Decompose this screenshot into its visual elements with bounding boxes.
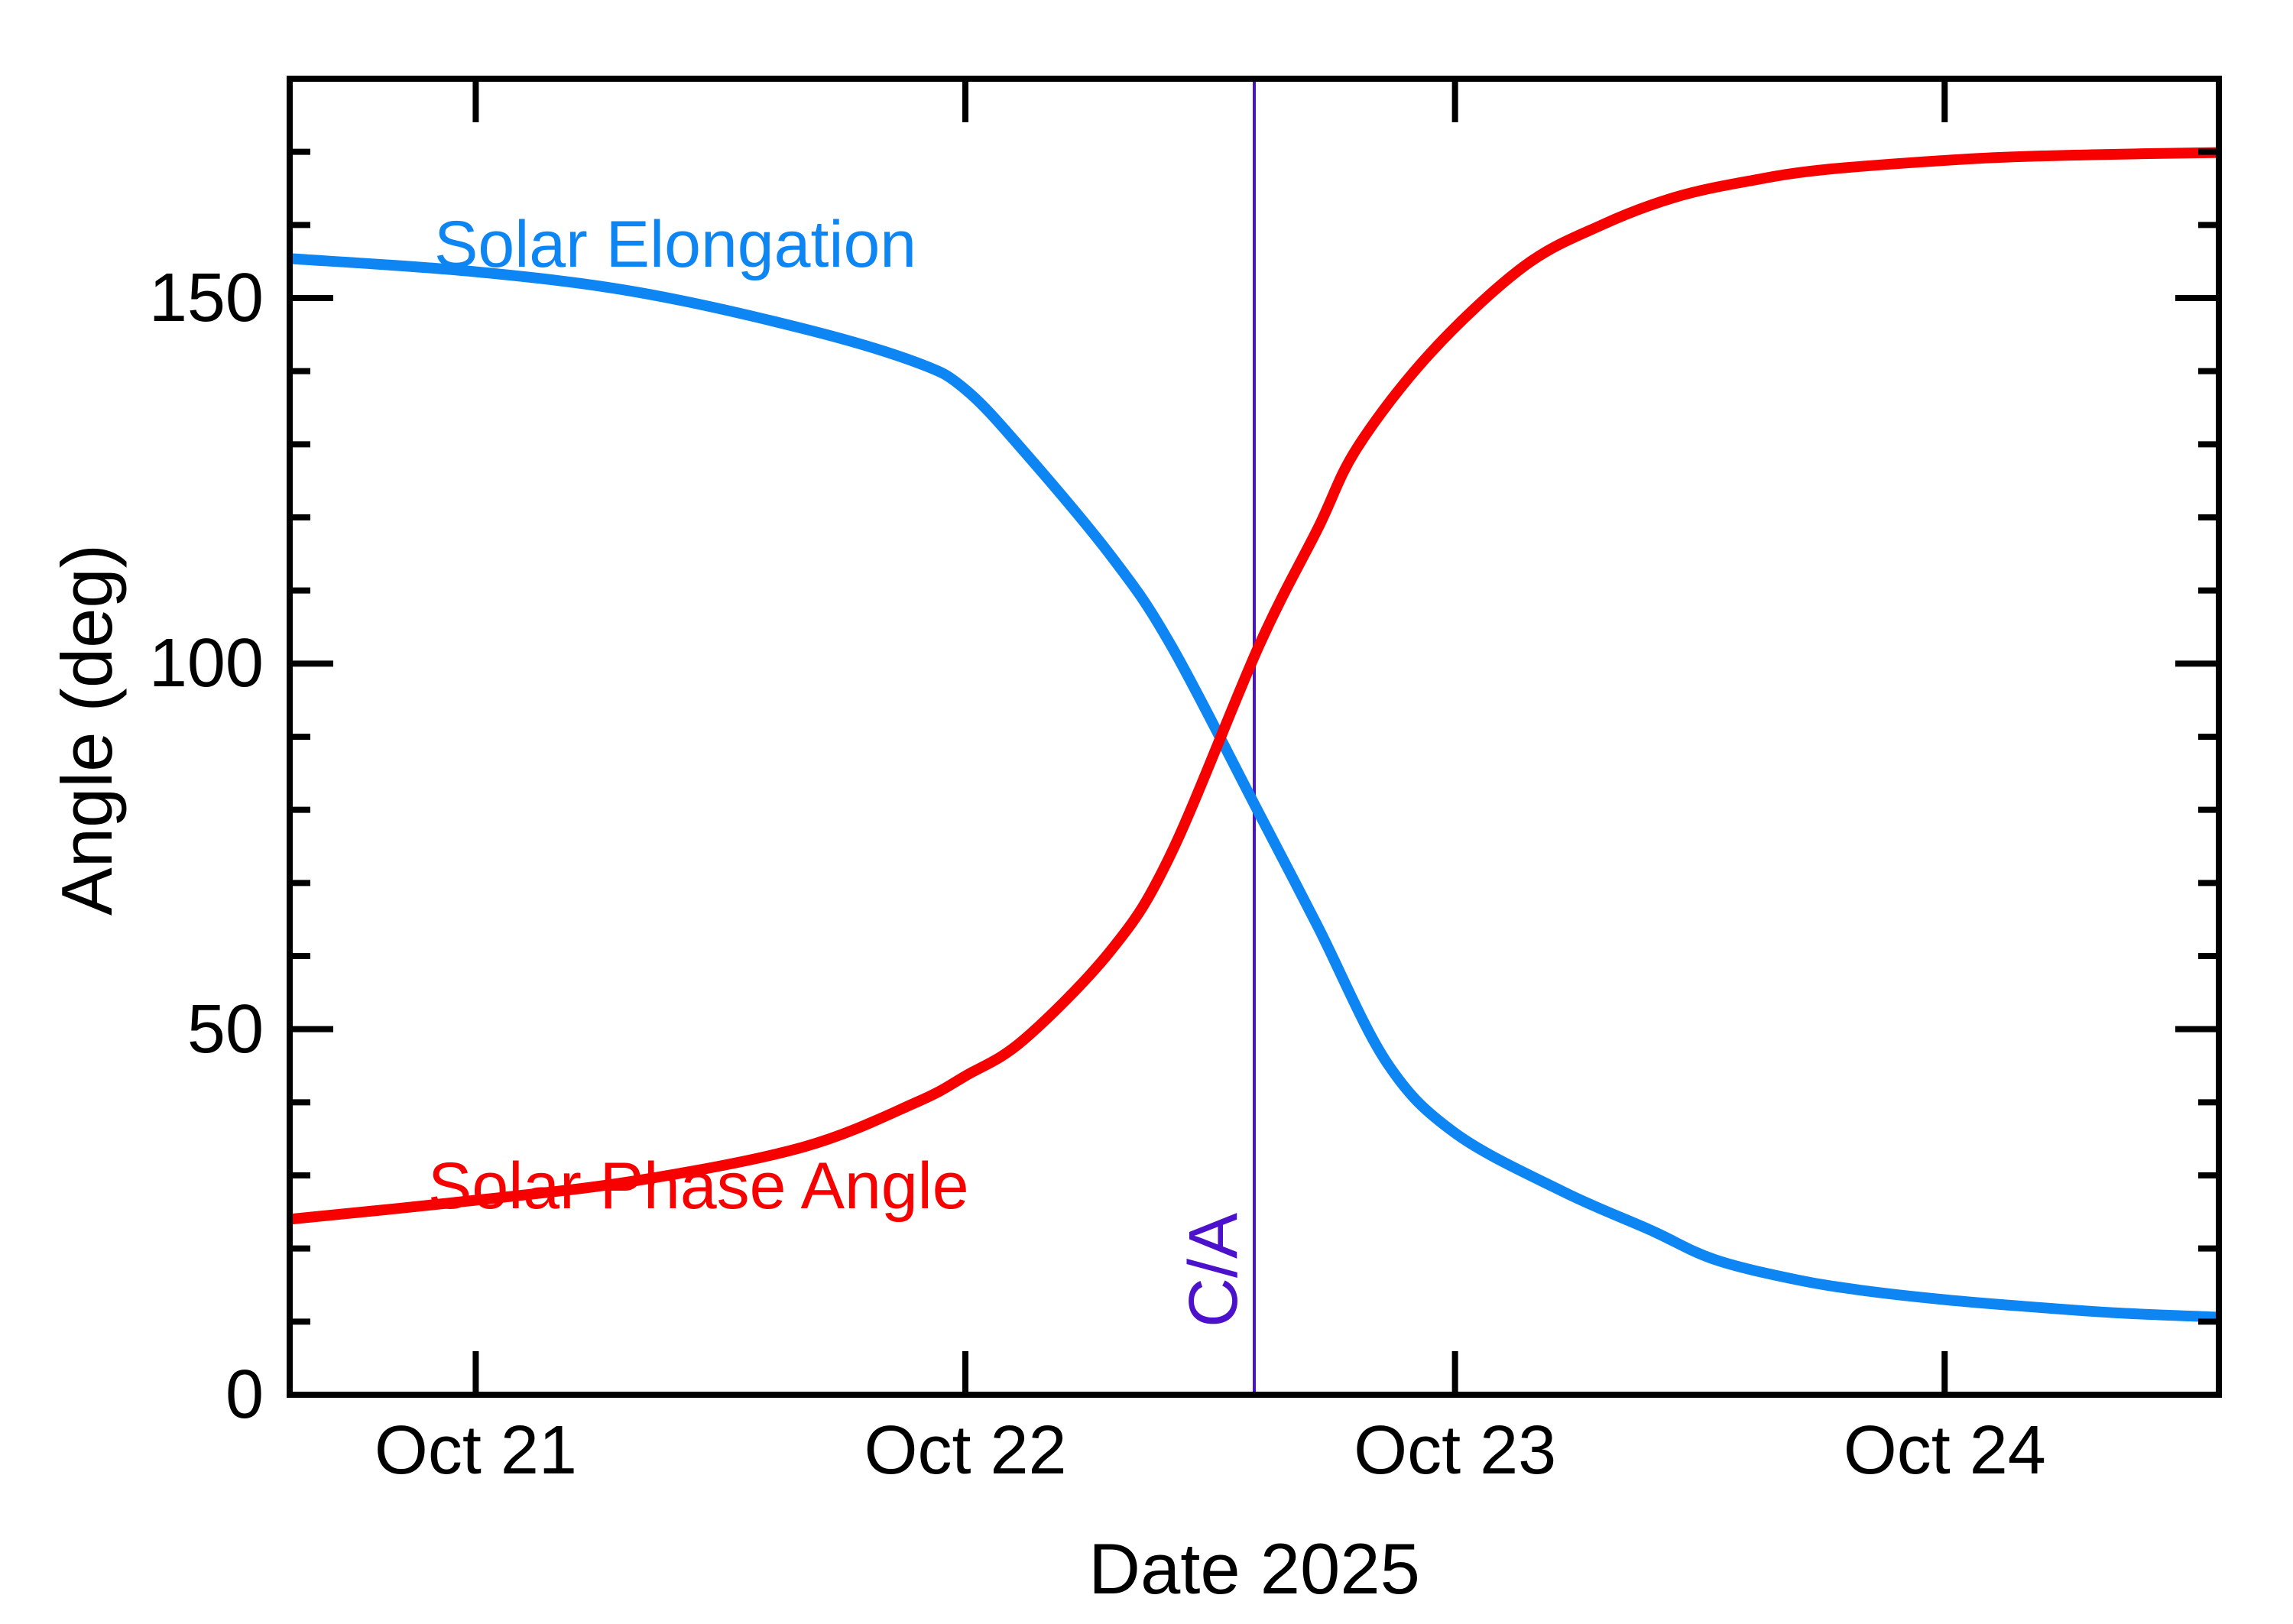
x-tick-label-oct-22: Oct 22 [864,1412,1067,1489]
y-tick-label-150: 150 [148,260,264,336]
curve-solar-phase-angle [289,147,2220,1225]
y-axis-title: Angle (deg) [47,544,127,916]
closest-approach-label: C/A [1176,1212,1252,1327]
y-tick-label-0: 0 [225,1357,264,1433]
x-tick-label-oct-21: Oct 21 [374,1412,577,1489]
x-tick-label-oct-23: Oct 23 [1354,1412,1557,1489]
series-label-solar-elongation: Solar Elongation [434,208,917,281]
series-label-solar-phase-angle: Solar Phase Angle [428,1149,969,1223]
y-tick-label-100: 100 [148,625,264,702]
y-tick-label-50: 50 [186,990,264,1068]
x-tick-label-oct-24: Oct 24 [1843,1412,2046,1489]
x-axis-title: Date 2025 [1088,1528,1420,1609]
curve-solar-elongation [289,253,2220,1323]
